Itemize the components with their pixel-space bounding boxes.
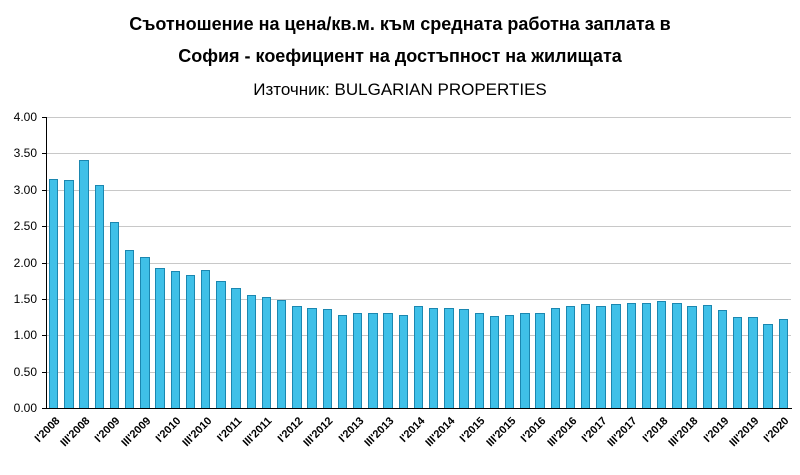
- bar: [581, 303, 591, 408]
- y-axis-tick: [42, 371, 46, 373]
- bar: [94, 184, 104, 408]
- bar: [261, 296, 272, 408]
- bar: [185, 274, 196, 408]
- bar: [383, 313, 393, 408]
- bar: [489, 316, 500, 408]
- bar: [505, 314, 515, 408]
- gridline: [47, 153, 791, 155]
- bar: [307, 308, 317, 408]
- bar: [657, 301, 667, 408]
- y-axis-label: 4.00: [13, 110, 37, 124]
- bar: [535, 312, 545, 408]
- y-axis-tick: [42, 117, 46, 118]
- bar: [626, 302, 637, 408]
- y-axis-tick: [42, 408, 46, 409]
- bar: [231, 287, 241, 408]
- bar: [352, 312, 363, 408]
- bar: [413, 306, 424, 408]
- gridline: [47, 226, 791, 228]
- plot-area: [46, 117, 792, 409]
- bar: [596, 306, 606, 408]
- bar: [109, 221, 120, 408]
- y-axis-label: 2.50: [13, 219, 37, 234]
- bar: [79, 159, 89, 408]
- bar: [140, 256, 150, 408]
- y-axis-label: 0.00: [13, 401, 37, 415]
- bar: [565, 306, 576, 408]
- bar: [200, 269, 211, 408]
- bar: [687, 306, 697, 408]
- bar: [216, 280, 226, 408]
- chart-title-line2: София - коефициент на достъпност на жили…: [178, 46, 622, 66]
- y-axis-label: 2.00: [13, 255, 37, 270]
- bar: [641, 302, 652, 408]
- bar: [322, 309, 332, 408]
- bar: [48, 178, 59, 408]
- y-axis-tick: [42, 189, 46, 191]
- bar: [778, 319, 789, 408]
- bar: [444, 307, 454, 408]
- chart-source: Източник: BULGARIAN PROPERTIES: [253, 80, 547, 99]
- y-axis-tick: [42, 335, 46, 337]
- bar: [292, 306, 302, 408]
- gridline: [47, 262, 791, 264]
- bar: [124, 250, 135, 408]
- y-axis-tick: [42, 262, 46, 264]
- bar: [398, 314, 408, 408]
- bar: [550, 307, 561, 408]
- y-axis-label: 3.00: [13, 182, 37, 197]
- bar: [520, 313, 530, 408]
- bar: [717, 309, 728, 408]
- bar: [474, 313, 485, 408]
- bar: [170, 271, 180, 408]
- bar: [428, 308, 439, 408]
- bar: [64, 179, 74, 408]
- bar: [337, 314, 348, 408]
- chart-title-line1: Съотношение на цена/кв.м. към средната р…: [129, 14, 671, 34]
- bar: [246, 294, 256, 408]
- y-axis-tick: [42, 226, 46, 228]
- bar: [702, 304, 713, 408]
- bar: [276, 300, 287, 408]
- bar: [459, 309, 469, 408]
- y-axis-label: 0.50: [13, 364, 37, 379]
- bar: [155, 268, 165, 408]
- y-axis-label: 1.50: [13, 291, 37, 306]
- y-axis-tick: [42, 298, 46, 300]
- bar: [733, 317, 743, 408]
- gridline: [47, 298, 791, 300]
- y-axis-label: 1.00: [13, 328, 37, 343]
- bar: [368, 312, 378, 408]
- gridline: [47, 189, 791, 191]
- gridline: [47, 117, 791, 118]
- bar: [748, 317, 758, 408]
- y-axis-label: 3.50: [13, 146, 37, 161]
- y-axis-tick: [42, 153, 46, 155]
- bar: [672, 302, 682, 408]
- bar: [611, 303, 621, 408]
- bar: [763, 324, 773, 408]
